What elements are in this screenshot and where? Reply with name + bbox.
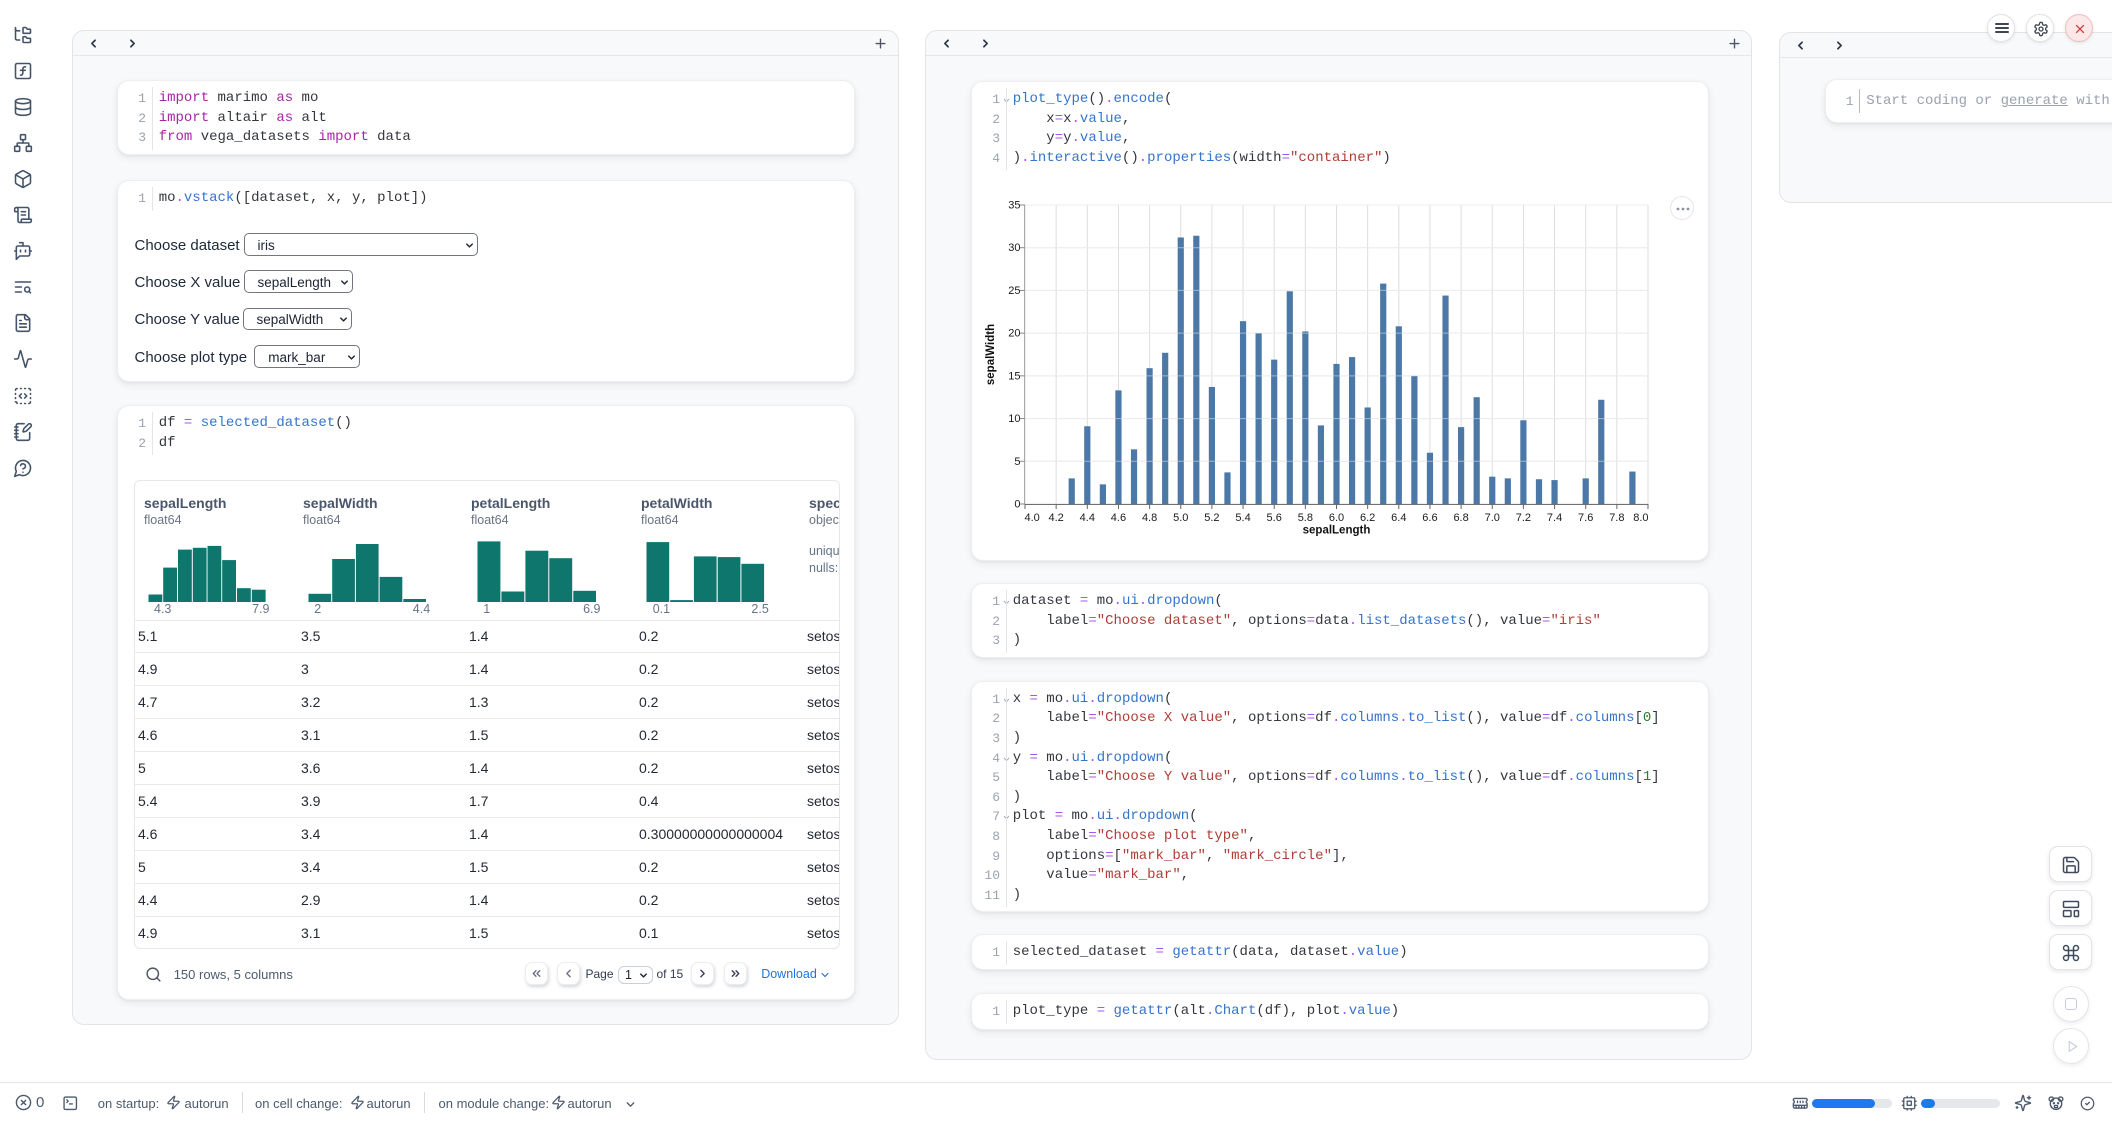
svg-text:5.8: 5.8	[1298, 512, 1313, 524]
svg-text:5.4: 5.4	[1235, 512, 1250, 524]
svg-text:35: 35	[1008, 200, 1020, 212]
svg-text:6.6: 6.6	[1422, 512, 1437, 524]
svg-text:6.2: 6.2	[1360, 512, 1375, 524]
svg-text:7.6: 7.6	[1578, 512, 1593, 524]
svg-text:5: 5	[1014, 456, 1020, 468]
svg-text:6.8: 6.8	[1453, 512, 1468, 524]
svg-text:7.4: 7.4	[1547, 512, 1562, 524]
svg-text:7.0: 7.0	[1485, 512, 1500, 524]
svg-text:4.2: 4.2	[1049, 512, 1064, 524]
svg-text:6.0: 6.0	[1329, 512, 1344, 524]
svg-text:5.0: 5.0	[1173, 512, 1188, 524]
svg-text:4.4: 4.4	[1080, 512, 1095, 524]
svg-text:5.2: 5.2	[1204, 512, 1219, 524]
svg-text:4.8: 4.8	[1142, 512, 1157, 524]
svg-text:4.0: 4.0	[1025, 512, 1040, 524]
svg-text:20: 20	[1008, 328, 1020, 340]
svg-text:25: 25	[1008, 285, 1020, 297]
svg-text:7.8: 7.8	[1609, 512, 1624, 524]
svg-text:7.2: 7.2	[1516, 512, 1531, 524]
svg-text:0: 0	[1014, 499, 1020, 511]
svg-text:30: 30	[1008, 242, 1020, 254]
svg-text:8.0: 8.0	[1633, 512, 1648, 524]
svg-text:sepalWidth: sepalWidth	[985, 324, 997, 385]
svg-text:10: 10	[1008, 413, 1020, 425]
svg-text:6.4: 6.4	[1391, 512, 1406, 524]
svg-text:4.6: 4.6	[1111, 512, 1126, 524]
svg-text:sepalLength: sepalLength	[1303, 525, 1371, 537]
svg-text:5.6: 5.6	[1267, 512, 1282, 524]
svg-text:15: 15	[1008, 370, 1020, 382]
